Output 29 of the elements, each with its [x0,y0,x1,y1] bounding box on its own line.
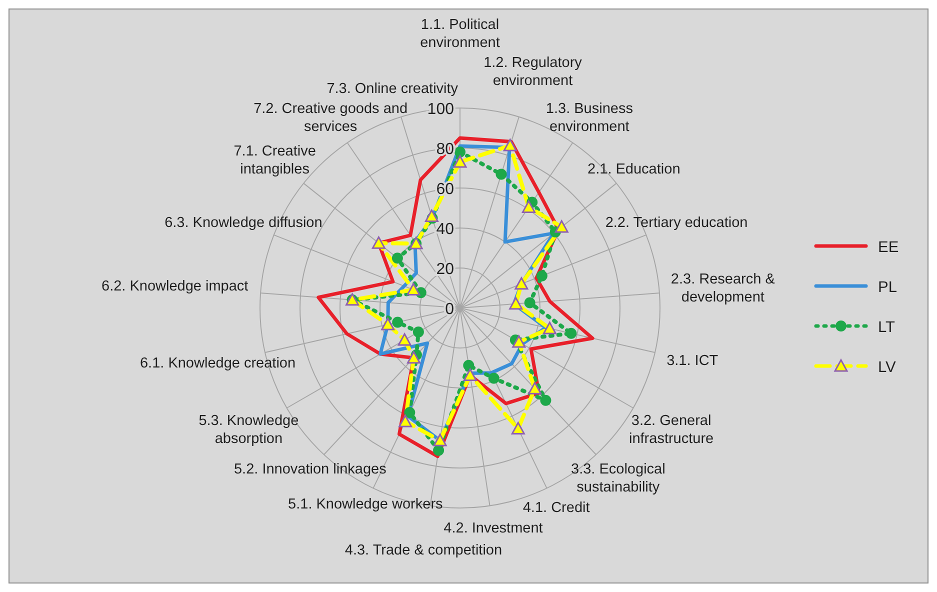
spoke-label: 5.2. Innovation linkages [234,461,386,478]
legend-label: PL [878,279,898,296]
spoke-label: 7.2. Creative goods and services [254,101,408,136]
spoke-label: 3.1. ICT [666,353,718,370]
spoke-label: 1.1. Political environment [420,17,500,51]
spoke-label: 2.1. Education [588,161,680,178]
spoke-label: 1.2. Regulatory environment [484,55,583,90]
spoke-label: 3.3. Ecological sustainability [571,461,666,496]
spoke-label: 4.2. Investment [444,520,543,537]
spoke-label: 2.3. Research & development [670,271,776,306]
spoke-label: 2.2. Tertiary education [605,215,748,232]
y-tick-label: 40 [436,221,454,238]
spoke-label: 3.2. General infrastructure [629,413,714,447]
spoke-label: 6.2. Knowledge impact [102,278,248,295]
y-tick-label: 20 [436,261,454,278]
spoke-label: 5.3. Knowledge absorption [198,413,299,447]
y-tick-label: 0 [445,301,454,318]
spoke-label: 6.1. Knowledge creation [140,355,296,372]
spoke-label: 7.1. Creative intangibles [234,143,316,178]
spoke-label: 7.3. Online creativity [326,80,459,97]
legend-label: LV [878,359,896,376]
spoke-label: 6.3. Knowledge diffusion [164,215,322,232]
legend-label: LT [878,319,896,336]
spoke-label: 5.1. Knowledge workers [288,496,443,512]
y-tick-label: 100 [427,101,454,118]
legend-label: EE [878,239,899,256]
spoke-label: 4.1. Credit [522,500,590,516]
spoke-label: 4.3. Trade & competition [344,542,502,558]
spoke-label: 1.3. Business environment [546,101,633,136]
